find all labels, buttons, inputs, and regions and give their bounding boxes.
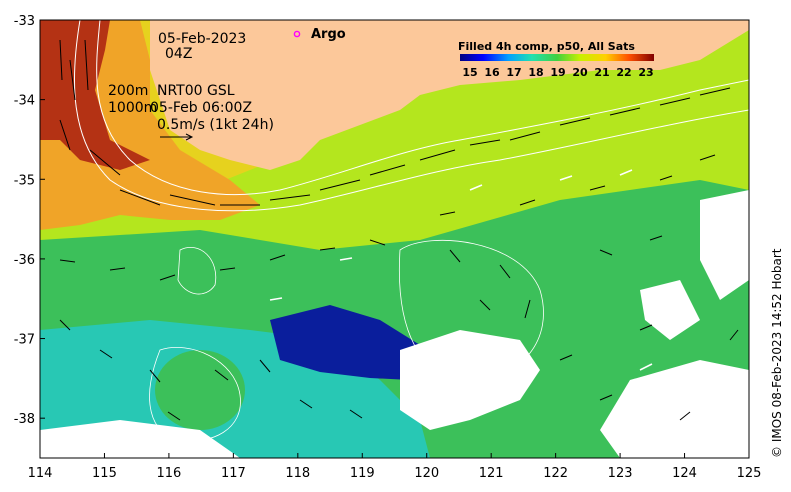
ssh-contour-2 [149, 347, 241, 442]
vector-scale-arrow [160, 133, 194, 141]
x-tick-label: 114 [28, 466, 53, 481]
x-tick-label: 122 [543, 466, 568, 481]
y-axis: -33 -34 -35 -36 -37 -38 [14, 14, 45, 427]
x-tick-label: 123 [608, 466, 633, 481]
product-label: NRT00 GSL [157, 83, 235, 99]
current-vectors-white [269, 169, 653, 371]
y-tick-label: -35 [14, 173, 35, 188]
colorbar-tick-label: 17 [506, 66, 521, 79]
no-data-cloud-5 [640, 280, 700, 340]
depth-200m-label: 200m [108, 83, 148, 99]
colorbar-tick-label: 15 [462, 66, 477, 79]
y-tick-label: -36 [14, 253, 35, 268]
cold-pool [270, 305, 420, 380]
vector-scale-label: 0.5m/s (1kt 24h) [157, 117, 274, 133]
colorbar: Filled 4h comp, p50, All Sats 15 16 17 18 19… [458, 40, 654, 79]
colorbar-tick-label: 22 [616, 66, 631, 79]
plot-frame [39, 19, 750, 459]
x-tick-label: 116 [156, 466, 181, 481]
y-tick-label: -37 [14, 333, 35, 348]
credit-label: © IMOS 08-Feb-2023 14:52 Hobart [770, 248, 784, 458]
depth-1000m-label: 1000m [108, 100, 157, 116]
x-tick-label: 125 [737, 466, 762, 481]
current-vectors [59, 39, 739, 421]
x-tick-label: 120 [414, 466, 439, 481]
plot-area [40, 20, 749, 458]
ssh-contour-3 [177, 247, 217, 295]
x-axis: 114 115 116 117 118 119 120 121 122 123 124 125 [28, 453, 762, 481]
x-tick-label: 118 [285, 466, 310, 481]
no-data-cloud-3 [700, 190, 749, 300]
ssh-contour-1 [398, 240, 544, 381]
isobath-200m [96, 20, 749, 196]
no-data-cloud-4 [40, 420, 240, 458]
colorbar-ramp [460, 54, 654, 61]
colorbar-tick-label: 18 [528, 66, 543, 79]
time-label: 04Z [165, 46, 192, 62]
isobath-1000m [73, 20, 749, 212]
x-tick-label: 117 [221, 466, 246, 481]
colorbar-title: Filled 4h comp, p50, All Sats [458, 40, 635, 53]
colorbar-tick-label: 21 [594, 66, 609, 79]
y-tick-label: -33 [14, 14, 35, 29]
date-label: 05-Feb-2023 [158, 31, 246, 47]
argo-label: Argo [311, 27, 346, 42]
colorbar-tick-label: 16 [484, 66, 500, 79]
y-tick-label: -34 [14, 94, 35, 109]
no-data-cloud-2 [600, 360, 749, 458]
x-tick-label: 121 [479, 466, 504, 481]
argo-marker [293, 30, 301, 38]
y-tick-label: -38 [14, 412, 35, 427]
x-tick-label: 115 [92, 466, 117, 481]
colorbar-tick-label: 23 [638, 66, 653, 79]
product-time-label: 05-Feb 06:00Z [150, 100, 252, 116]
colorbar-tick-label: 19 [550, 66, 565, 79]
eddy-patch [155, 350, 245, 430]
colorbar-tick-label: 20 [572, 66, 588, 79]
x-tick-label: 124 [672, 466, 697, 481]
warm-core [40, 20, 150, 170]
x-tick-label: 119 [350, 466, 375, 481]
